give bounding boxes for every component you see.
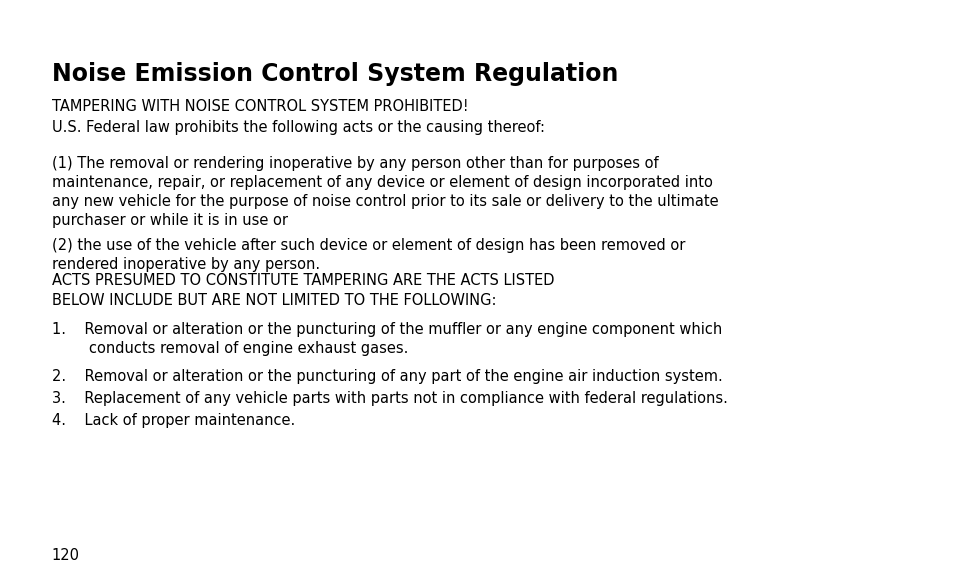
Text: Noise Emission Control System Regulation: Noise Emission Control System Regulation	[51, 62, 618, 86]
Text: 3.    Replacement of any vehicle parts with parts not in compliance with federal: 3. Replacement of any vehicle parts with…	[51, 391, 726, 406]
Text: ACTS PRESUMED TO CONSTITUTE TAMPERING ARE THE ACTS LISTED
BELOW INCLUDE BUT ARE : ACTS PRESUMED TO CONSTITUTE TAMPERING AR…	[51, 273, 554, 308]
Text: 120: 120	[51, 548, 79, 563]
Text: 2.    Removal or alteration or the puncturing of any part of the engine air indu: 2. Removal or alteration or the puncturi…	[51, 369, 721, 385]
Text: U.S. Federal law prohibits the following acts or the causing thereof:: U.S. Federal law prohibits the following…	[51, 120, 544, 135]
Text: (2) the use of the vehicle after such device or element of design has been remov: (2) the use of the vehicle after such de…	[51, 238, 684, 272]
Text: 4.    Lack of proper maintenance.: 4. Lack of proper maintenance.	[51, 413, 294, 428]
Text: (1) The removal or rendering inoperative by any person other than for purposes o: (1) The removal or rendering inoperative…	[51, 156, 718, 228]
Text: TAMPERING WITH NOISE CONTROL SYSTEM PROHIBITED!: TAMPERING WITH NOISE CONTROL SYSTEM PROH…	[51, 99, 468, 114]
Text: 1.    Removal or alteration or the puncturing of the muffler or any engine compo: 1. Removal or alteration or the puncturi…	[51, 322, 721, 356]
